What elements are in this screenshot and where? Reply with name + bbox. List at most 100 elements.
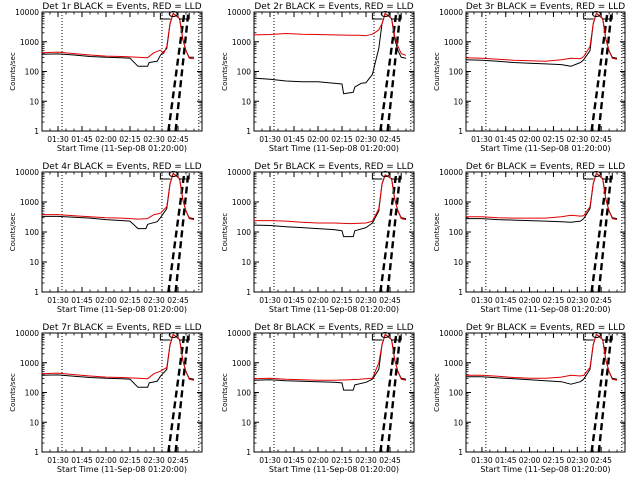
series-lld-line: [42, 172, 195, 221]
x-tick-label: 01:45: [71, 296, 93, 305]
x-axis-label: Start Time (11-Sep-08 01:20:00): [269, 144, 399, 153]
y-tick-label: 10: [241, 97, 251, 106]
y-axis-label: Counts/sec: [9, 52, 17, 91]
peak-marker: [168, 332, 178, 338]
peak-marker: [380, 171, 390, 177]
panel-9: Det 9r BLACK = Events, RED = LLD 1 10 100 10…: [433, 323, 626, 474]
y-tick-label: 10: [453, 258, 463, 267]
x-axis-label: Start Time (11-Sep-08 01:20:00): [269, 465, 399, 474]
series-events-line: [254, 174, 407, 238]
panel-title: Det 6r BLACK = Events, RED = LLD: [466, 162, 625, 172]
y-tick-label: 100: [237, 389, 252, 398]
x-tick-label: 01:45: [495, 296, 517, 305]
peak-marker: [380, 11, 390, 17]
x-axis-label: Start Time (11-Sep-08 01:20:00): [57, 305, 187, 314]
y-tick-label: 10000: [227, 8, 251, 17]
plot-frame: [253, 332, 415, 453]
x-tick-label: 01:45: [71, 456, 93, 465]
x-tick-label: 02:45: [167, 135, 189, 144]
series-events-line: [254, 333, 407, 391]
y-tick-label: 100: [449, 389, 464, 398]
y-tick-label: 10: [453, 97, 463, 106]
series-events-line: [42, 172, 195, 230]
plot-frame: [41, 11, 203, 132]
attenuator-dashed-line: [386, 333, 402, 452]
x-tick-label: 01:30: [471, 296, 493, 305]
x-tick-label: 02:00: [519, 296, 541, 305]
x-tick-label: 02:30: [355, 296, 377, 305]
attenuator-dashed-line: [174, 333, 190, 452]
plot-frame: [465, 332, 626, 453]
x-tick-label: 02:45: [379, 296, 401, 305]
y-tick-label: 10000: [439, 329, 463, 338]
y-axis-label: Counts/sec: [433, 52, 441, 91]
y-tick-label: 1: [34, 127, 39, 136]
y-tick-label: 1: [34, 288, 39, 297]
x-tick-label: 02:15: [543, 456, 565, 465]
x-tick-label: 02:45: [379, 456, 401, 465]
y-tick-label: 1000: [20, 38, 39, 47]
x-axis-label: Start Time (11-Sep-08 01:20:00): [480, 305, 610, 314]
peak-marker: [591, 171, 601, 177]
series-lld-line: [466, 333, 618, 381]
y-axis-label: Counts/sec: [433, 213, 441, 252]
x-tick-label: 02:00: [95, 296, 117, 305]
series-lld-line: [42, 12, 195, 60]
y-tick-label: 100: [25, 228, 40, 237]
x-tick-label: 01:30: [471, 456, 493, 465]
x-tick-label: 01:30: [47, 135, 69, 144]
x-tick-label: 02:30: [355, 456, 377, 465]
interval-bracket: [583, 334, 613, 341]
panel-6: Det 6r BLACK = Events, RED = LLD 1 10 100 10…: [433, 162, 626, 314]
series-lld-line: [254, 12, 407, 56]
attenuator-dashed-line: [597, 12, 613, 131]
x-axis-label: Start Time (11-Sep-08 01:20:00): [57, 465, 187, 474]
interval-bracket: [583, 13, 613, 20]
x-tick-label: 02:15: [119, 296, 141, 305]
y-tick-label: 10: [241, 258, 251, 267]
interval-bracket: [371, 173, 402, 180]
peak-marker: [591, 11, 601, 17]
plot-frame: [465, 171, 626, 293]
x-tick-label: 02:00: [307, 135, 329, 144]
y-tick-label: 100: [25, 389, 40, 398]
y-tick-label: 10: [453, 418, 463, 427]
x-axis-label: Start Time (11-Sep-08 01:20:00): [480, 144, 610, 153]
panel-4: Det 4r BLACK = Events, RED = LLD 1 10 100 10…: [9, 162, 203, 314]
x-tick-label: 02:45: [590, 456, 612, 465]
x-tick-label: 01:30: [471, 135, 493, 144]
x-tick-label: 02:15: [543, 135, 565, 144]
y-tick-label: 1000: [20, 198, 39, 207]
series-events-line: [254, 12, 407, 95]
x-tick-label: 02:00: [95, 456, 117, 465]
interval-bracket: [583, 173, 613, 180]
x-tick-label: 02:15: [331, 456, 353, 465]
x-tick-label: 02:30: [355, 135, 377, 144]
panel-title: Det 1r BLACK = Events, RED = LLD: [42, 2, 201, 12]
x-axis-label: Start Time (11-Sep-08 01:20:00): [480, 465, 610, 474]
attenuator-dashed-line: [174, 172, 190, 292]
peak-marker: [380, 332, 390, 338]
panel-title: Det 5r BLACK = Events, RED = LLD: [254, 162, 413, 172]
y-tick-label: 10000: [439, 168, 463, 177]
series-lld-line: [254, 333, 407, 381]
attenuator-dashed-line: [174, 12, 190, 131]
panel-title: Det 8r BLACK = Events, RED = LLD: [254, 323, 413, 333]
y-tick-label: 1: [458, 127, 463, 136]
series-lld-line: [254, 174, 407, 225]
attenuator-dashed-line: [597, 333, 613, 452]
y-tick-label: 10000: [15, 8, 39, 17]
y-axis-label: Counts/sec: [221, 52, 229, 91]
peak-marker: [591, 332, 601, 338]
y-tick-label: 1: [246, 448, 251, 457]
x-tick-label: 02:45: [590, 135, 612, 144]
attenuator-dashed-line: [597, 172, 613, 292]
y-tick-label: 1000: [232, 359, 251, 368]
y-tick-label: 10000: [15, 168, 39, 177]
x-tick-label: 01:30: [259, 456, 281, 465]
panel-title: Det 2r BLACK = Events, RED = LLD: [254, 2, 413, 12]
x-tick-label: 02:15: [331, 296, 353, 305]
panel-2: Det 2r BLACK = Events, RED = LLD 1 10 100 10…: [221, 2, 415, 153]
interval-bracket: [159, 13, 190, 20]
x-tick-label: 01:45: [71, 135, 93, 144]
